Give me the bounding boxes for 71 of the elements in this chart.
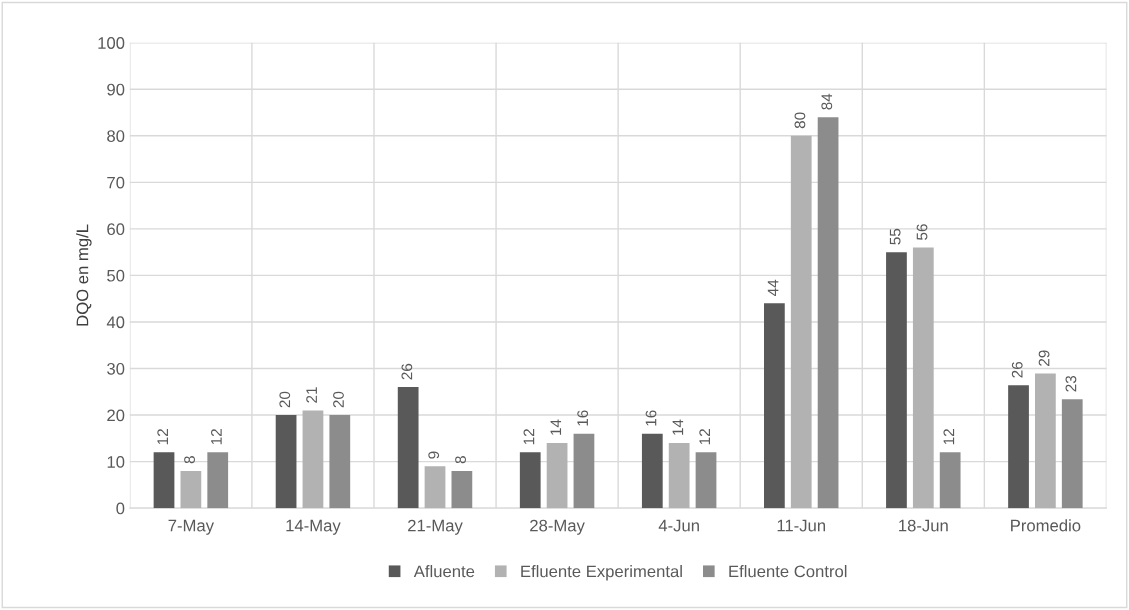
- x-tick-label: 4-Jun: [658, 519, 699, 532]
- data-label: 21: [306, 387, 317, 403]
- data-label: 14: [550, 419, 562, 435]
- bar: [1061, 399, 1083, 509]
- x-tick-label: 11-Jun: [777, 519, 826, 532]
- y-tick-label: 60: [107, 223, 125, 236]
- data-label: 16: [577, 410, 589, 426]
- data-label: 44: [767, 279, 779, 297]
- bar: [790, 135, 812, 509]
- x-tick-label: 14-May: [286, 519, 341, 535]
- legend-label: Efluente Experimental: [521, 565, 682, 581]
- bar: [817, 117, 839, 509]
- data-label: 29: [1038, 350, 1050, 366]
- bar: [886, 252, 907, 509]
- data-label: 8: [455, 456, 466, 464]
- y-tick-label: 90: [107, 83, 125, 96]
- bar: [424, 466, 446, 509]
- x-tick-label: 7-May: [168, 519, 214, 535]
- y-tick-label: 20: [107, 409, 125, 422]
- data-label: 84: [821, 93, 833, 110]
- bar: [1008, 385, 1029, 509]
- bar: [573, 433, 595, 509]
- y-tick-label: 0: [116, 502, 125, 515]
- data-label: 56: [916, 224, 928, 240]
- y-tick-label: 100: [98, 37, 125, 49]
- legend-label: Afluente: [413, 565, 475, 578]
- bar: [1035, 373, 1056, 509]
- data-label: 55: [889, 228, 901, 245]
- data-label: 20: [279, 391, 291, 408]
- bar: [546, 442, 568, 509]
- bar: [180, 470, 202, 509]
- data-label: 12: [211, 429, 222, 445]
- x-tick-label: Promedio: [1011, 519, 1081, 532]
- bar: [207, 452, 229, 509]
- data-label: 12: [699, 429, 710, 445]
- bar: [668, 442, 690, 509]
- data-label: 14: [672, 419, 684, 435]
- y-tick-label: 30: [107, 362, 125, 375]
- y-axis-title: DQO en mg/L: [76, 224, 92, 326]
- bar: [519, 452, 541, 509]
- y-tick-label: 10: [107, 455, 125, 468]
- data-label: 12: [943, 429, 955, 445]
- bar: [302, 410, 324, 509]
- data-label: 20: [333, 391, 344, 408]
- bar: [397, 387, 419, 509]
- bar: [695, 452, 717, 509]
- x-tick-label: 18-Jun: [899, 519, 948, 532]
- data-label: 23: [1065, 375, 1077, 392]
- bar: [329, 415, 351, 509]
- bar: [939, 452, 961, 509]
- data-label: 12: [157, 429, 168, 445]
- x-tick-label: 28-May: [530, 519, 585, 535]
- data-label: 8: [184, 456, 195, 464]
- data-label: 26: [401, 363, 413, 380]
- data-label: 80: [794, 112, 806, 129]
- bar: [275, 415, 297, 509]
- y-tick-label: 80: [107, 130, 125, 142]
- bar: [912, 247, 934, 509]
- data-label: 26: [1011, 361, 1023, 378]
- y-tick-label: 70: [107, 176, 125, 189]
- data-label: 9: [428, 451, 440, 459]
- data-label: 12: [523, 429, 535, 445]
- legend-label: Efluente Control: [729, 565, 847, 578]
- data-label: 16: [645, 410, 657, 426]
- y-tick-label: 50: [107, 269, 125, 282]
- y-tick-label: 40: [106, 316, 125, 329]
- bar: [451, 470, 473, 509]
- x-tick-label: 21-May: [408, 519, 463, 535]
- bar: [153, 452, 175, 509]
- bar: [764, 303, 785, 509]
- bar: [641, 433, 663, 509]
